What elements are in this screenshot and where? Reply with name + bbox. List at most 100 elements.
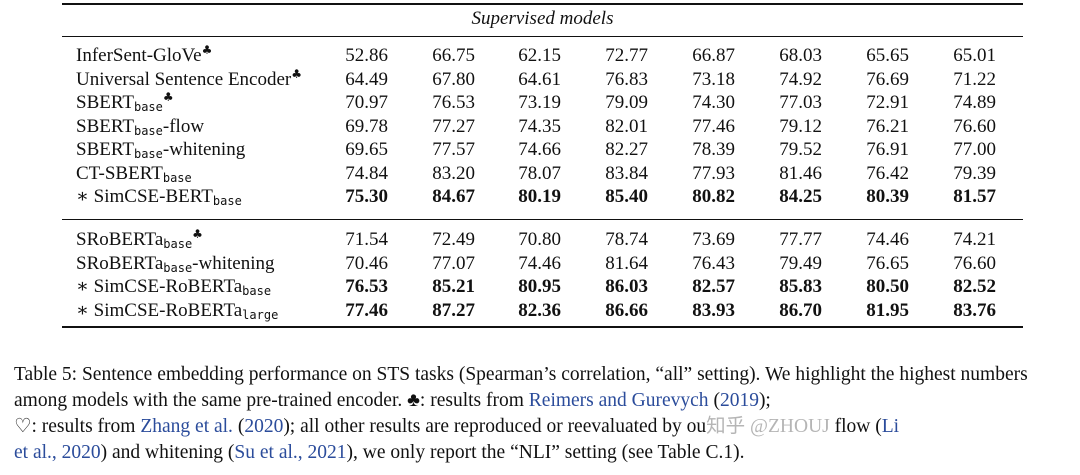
score-cell: 75.30 xyxy=(345,186,388,207)
model-base-name: SimCSE-RoBERTa xyxy=(93,276,243,297)
group-separator-rule xyxy=(62,219,1023,220)
table-top-rule xyxy=(62,3,1023,5)
table-row: Universal Sentence Encoder♣ 64.49 67.80 64.… xyxy=(62,68,1023,91)
score-cell: 74.46 xyxy=(518,252,561,274)
score-cell: 86.66 xyxy=(605,299,648,321)
model-name: Universal Sentence Encoder♣ xyxy=(76,68,302,91)
club-mark: ♣ xyxy=(201,43,213,57)
score-cell: 85.40 xyxy=(605,186,648,207)
score-cell: 64.61 xyxy=(518,68,561,90)
score-cell: 72.49 xyxy=(432,229,475,250)
score-cell: 69.65 xyxy=(345,139,388,160)
score-cell: 79.52 xyxy=(779,139,822,160)
caption-text: ); xyxy=(758,390,771,411)
score-cell: 82.57 xyxy=(692,276,735,297)
score-cell: 82.36 xyxy=(518,299,561,321)
citation-year-link[interactable]: , 2021 xyxy=(297,442,347,463)
model-name: SBERTbase♣ xyxy=(76,91,174,114)
model-prefix: ∗ xyxy=(76,186,94,207)
score-cell: 80.95 xyxy=(518,276,561,297)
score-cell: 76.21 xyxy=(866,115,909,137)
score-cell: 71.22 xyxy=(953,68,996,90)
citation-link[interactable]: Su et al. xyxy=(234,442,298,463)
citation-year-link[interactable]: 2019 xyxy=(719,390,759,411)
model-base-name: SBERT xyxy=(76,139,134,160)
table-row: SRoBERTabase-whitening 70.46 77.07 74.46 81.… xyxy=(62,252,1023,275)
score-cell: 80.82 xyxy=(692,186,735,207)
model-name: ∗ SimCSE-RoBERTabase xyxy=(76,275,271,298)
model-name: InferSent-GloVe♣ xyxy=(76,44,212,67)
citation-year-link[interactable]: , 2020 xyxy=(51,442,101,463)
model-prefix: ∗ xyxy=(76,276,94,297)
model-name: SRoBERTabase♣ xyxy=(76,228,203,251)
table-row: InferSent-GloVe♣ 52.86 66.75 62.15 72.77 66.8… xyxy=(62,44,1023,67)
score-cell: 79.12 xyxy=(779,115,822,137)
score-cell: 84.25 xyxy=(779,186,822,207)
score-cell: 79.39 xyxy=(953,162,996,184)
score-cell: 83.84 xyxy=(605,162,648,184)
caption-text: Table 5: Sentence embedding performance … xyxy=(14,364,1028,411)
model-base-name: SimCSE-RoBERTa xyxy=(93,299,243,321)
model-base-name: InferSent-GloVe xyxy=(76,45,202,66)
model-suffix: -flow xyxy=(162,115,205,137)
score-cell: 83.20 xyxy=(432,162,475,184)
score-cell: 81.46 xyxy=(779,162,822,184)
score-cell: 78.74 xyxy=(605,229,648,250)
score-cell: 79.49 xyxy=(779,252,822,274)
score-cell: 77.07 xyxy=(432,252,475,274)
model-base-name: SBERT xyxy=(76,92,134,113)
score-cell: 70.97 xyxy=(345,92,388,113)
score-cell: 74.89 xyxy=(953,92,996,113)
score-cell: 76.60 xyxy=(953,252,996,274)
score-cell: 77.46 xyxy=(692,115,735,137)
score-cell: 52.86 xyxy=(345,45,388,66)
model-suffix: -whitening xyxy=(162,139,246,160)
model-subscript: base xyxy=(212,194,242,208)
score-cell: 66.87 xyxy=(692,45,735,66)
citation-year-link[interactable]: 2020 xyxy=(244,416,284,437)
table-row: SBERTbase♣ 70.97 76.53 73.19 79.09 74.30 77.03… xyxy=(62,91,1023,114)
score-cell: 65.01 xyxy=(953,45,996,66)
score-cell: 68.03 xyxy=(779,45,822,66)
score-cell: 81.64 xyxy=(605,252,648,274)
citation-link[interactable]: Zhang et al. xyxy=(140,416,233,437)
score-cell: 76.91 xyxy=(866,139,909,160)
score-cell: 77.27 xyxy=(432,115,475,137)
score-cell: 74.21 xyxy=(953,229,996,250)
score-cell: 80.50 xyxy=(866,276,909,297)
caption-text: ( xyxy=(708,390,720,411)
score-cell: 77.93 xyxy=(692,162,735,184)
score-cell: 71.54 xyxy=(345,229,388,250)
table-bottom-rule xyxy=(62,326,1023,328)
score-cell: 76.53 xyxy=(432,92,475,113)
table-row: SBERTbase-whitening 69.65 77.57 74.66 82.27 7… xyxy=(62,138,1023,161)
model-subscript: base xyxy=(133,147,163,161)
model-subscript: base xyxy=(133,123,163,138)
citation-link[interactable]: Reimers and Gurevych xyxy=(528,390,709,411)
score-cell: 62.15 xyxy=(518,45,561,66)
score-cell: 79.09 xyxy=(605,92,648,113)
model-subscript: base xyxy=(163,237,193,251)
model-subscript: base xyxy=(163,260,193,275)
citation-link[interactable]: Li xyxy=(881,416,900,437)
score-cell: 73.69 xyxy=(692,229,735,250)
model-name: SBERTbase-whitening xyxy=(76,138,245,161)
citation-link[interactable]: et al. xyxy=(14,442,52,463)
score-cell: 74.46 xyxy=(866,229,909,250)
score-cell: 82.52 xyxy=(953,276,996,297)
model-name: ∗ SimCSE-RoBERTalarge xyxy=(76,299,278,322)
table-caption: Table 5: Sentence embedding performance … xyxy=(14,362,1074,466)
score-cell: 76.53 xyxy=(345,276,388,297)
score-cell: 77.46 xyxy=(345,299,388,321)
caption-text: ) and whitening ( xyxy=(100,442,235,463)
score-cell: 81.57 xyxy=(953,186,996,207)
score-cell: 86.03 xyxy=(605,276,648,297)
model-name: SRoBERTabase-whitening xyxy=(76,252,275,275)
score-cell: 74.92 xyxy=(779,68,822,90)
score-cell: 86.70 xyxy=(779,299,822,321)
caption-text: flow ( xyxy=(829,416,882,437)
model-name: CT-SBERTbase xyxy=(76,162,192,185)
model-prefix: ∗ xyxy=(76,299,94,321)
table-row: ∗ SimCSE-RoBERTalarge 77.46 87.27 82.36 86.6… xyxy=(62,299,1023,322)
score-cell: 83.76 xyxy=(953,299,996,321)
